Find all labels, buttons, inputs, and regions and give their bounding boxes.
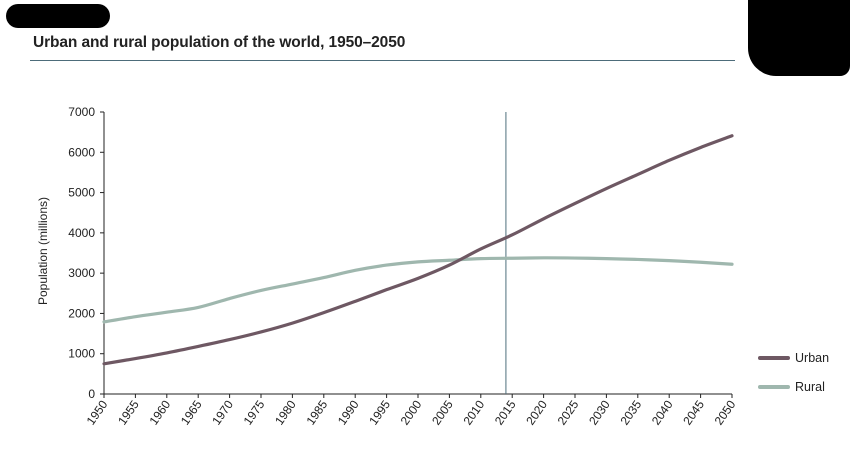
x-tick-label: 1965	[178, 397, 205, 427]
y-tick-label: 0	[88, 387, 95, 401]
legend: Urban Rural	[758, 351, 829, 394]
title-divider	[30, 60, 735, 61]
x-tick-label: 2030	[586, 397, 613, 427]
x-tick-label: 2040	[649, 397, 676, 427]
x-tick-label: 2010	[460, 397, 487, 427]
chart-title: Urban and rural population of the world,…	[33, 34, 406, 51]
x-tick-label: 1970	[209, 397, 236, 427]
x-tick-label: 1955	[115, 397, 142, 427]
x-tick-label: 1995	[366, 397, 393, 427]
x-tick-label: 2015	[492, 397, 519, 427]
x-tick-label: 1950	[84, 397, 111, 427]
legend-label-urban: Urban	[795, 351, 829, 365]
series-line-rural	[102, 256, 734, 324]
legend-label-rural: Rural	[795, 380, 825, 394]
y-tick-label: 6000	[68, 145, 95, 159]
x-tick-label: 2005	[429, 397, 456, 427]
y-tick-label: 3000	[68, 266, 95, 280]
redaction-block-right	[748, 0, 850, 76]
y-tick-label: 1000	[68, 347, 95, 361]
series-line-urban	[102, 134, 734, 366]
x-tick-label: 2045	[680, 397, 707, 427]
y-tick-label: 5000	[68, 186, 95, 200]
x-tick-label: 1960	[146, 397, 173, 427]
x-tick-label: 2025	[555, 397, 582, 427]
redaction-block-left	[6, 4, 110, 28]
y-tick-label: 7000	[68, 105, 95, 119]
y-axis-title: Population (millions)	[36, 197, 50, 305]
y-tick-label: 2000	[68, 306, 95, 320]
x-tick-label: 1990	[335, 397, 362, 427]
x-tick-label: 2035	[617, 397, 644, 427]
x-tick-label: 2000	[398, 397, 425, 427]
y-tick-label: 4000	[68, 226, 95, 240]
x-tick-label: 2020	[523, 397, 550, 427]
x-tick-label: 1985	[303, 397, 330, 427]
x-tick-label: 1975	[241, 397, 268, 427]
x-tick-label: 2050	[712, 397, 739, 427]
x-tick-label: 1980	[272, 397, 299, 427]
